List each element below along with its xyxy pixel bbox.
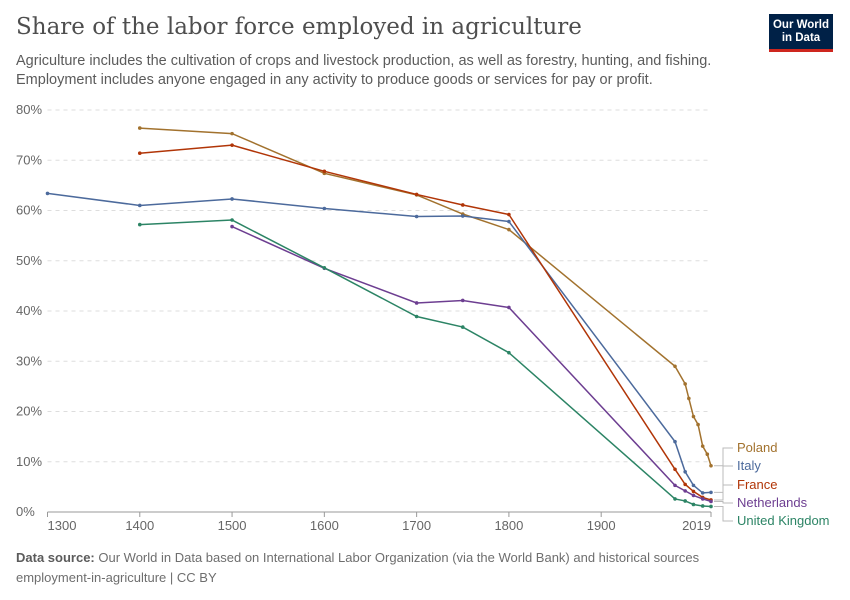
y-tick-label: 40% [16,303,42,318]
source-label: Data source: [16,550,95,565]
data-point-united-kingdom [322,265,327,270]
data-point-france [414,192,419,197]
series-label-italy: Italy [737,458,761,473]
data-point-italy [230,197,234,201]
data-point-poland [700,444,705,448]
data-point-netherlands [700,497,705,501]
data-point-poland [709,463,713,468]
series-label-france: France [737,477,777,492]
y-tick-label: 50% [16,253,42,268]
x-tick-label: 1900 [587,518,616,533]
data-point-poland [683,382,687,386]
data-point-france [137,151,142,156]
series-line-poland [139,127,712,466]
data-point-france [673,467,677,472]
label-connector [714,465,733,493]
data-point-united-kingdom [460,325,465,329]
label-connector [714,447,733,467]
data-point-united-kingdom [673,497,677,501]
data-point-italy [673,439,677,444]
label-connector [714,500,733,504]
x-tick-label: 1800 [494,518,523,533]
data-point-netherlands [230,224,234,229]
data-point-france [683,482,687,487]
data-point-italy [322,206,327,211]
data-point-poland [705,452,710,457]
x-tick-label: 1700 [402,518,431,533]
slug-license[interactable]: employment-in-agriculture | CC BY [16,570,217,585]
footer: Data source: Our World in Data based on … [16,548,699,588]
data-point-united-kingdom [414,314,419,319]
series-label-united-kingdom: United Kingdom [737,513,830,528]
data-point-united-kingdom [230,218,234,222]
x-tick-label: 1600 [310,518,339,533]
series-line-italy [47,192,712,494]
data-point-italy [45,191,50,196]
data-point-united-kingdom [691,502,696,507]
data-point-italy [137,203,142,208]
data-point-netherlands [709,499,713,504]
data-point-united-kingdom [137,222,142,227]
data-point-poland [687,396,691,401]
data-point-poland [696,422,700,427]
y-tick-label: 80% [16,102,42,117]
data-point-italy [709,490,713,495]
y-tick-label: 10% [16,454,42,469]
x-tick-label: 1400 [125,518,154,533]
data-point-france [460,203,465,207]
x-tick-label: 1500 [218,518,247,533]
series-line-united-kingdom [139,219,712,508]
data-point-united-kingdom [683,499,687,503]
data-point-netherlands [507,305,511,310]
series-label-poland: Poland [737,440,777,455]
source-text: Our World in Data based on International… [98,550,700,565]
data-point-italy [460,214,465,218]
y-tick-label: 0% [16,504,35,519]
data-point-france [507,212,511,217]
y-tick-label: 30% [16,353,42,368]
label-connector [714,484,733,501]
data-point-netherlands [460,298,465,303]
data-point-france [230,143,234,147]
data-point-poland [137,126,142,130]
y-tick-label: 60% [16,203,42,218]
data-point-france [691,489,696,494]
chart-title: Share of the labor force employed in agr… [16,14,582,40]
data-point-united-kingdom [709,504,713,509]
x-tick-label: 1300 [48,518,77,533]
x-tick-label: 2019 [682,518,711,533]
data-point-poland [230,131,234,136]
data-point-italy [700,491,705,495]
data-point-italy [683,470,687,474]
data-point-netherlands [683,489,687,493]
label-connector [714,505,733,522]
series-label-netherlands: Netherlands [737,495,808,510]
data-point-poland [507,227,511,232]
data-point-united-kingdom [700,504,705,508]
data-point-france [322,169,327,174]
chart-subtitle: Agriculture includes the cultivation of … [16,53,712,88]
data-point-united-kingdom [507,350,511,355]
data-point-netherlands [691,493,696,498]
series-line-netherlands [231,225,712,503]
y-tick-label: 70% [16,152,42,167]
data-point-poland [691,414,696,419]
data-point-netherlands [673,483,677,488]
data-point-netherlands [414,301,419,305]
y-tick-label: 20% [16,404,42,419]
data-point-poland [673,364,677,369]
data-point-italy [414,214,419,219]
data-point-italy [691,483,696,488]
owid-logo[interactable]: Our World in Data [769,14,833,52]
data-point-italy [507,219,511,224]
